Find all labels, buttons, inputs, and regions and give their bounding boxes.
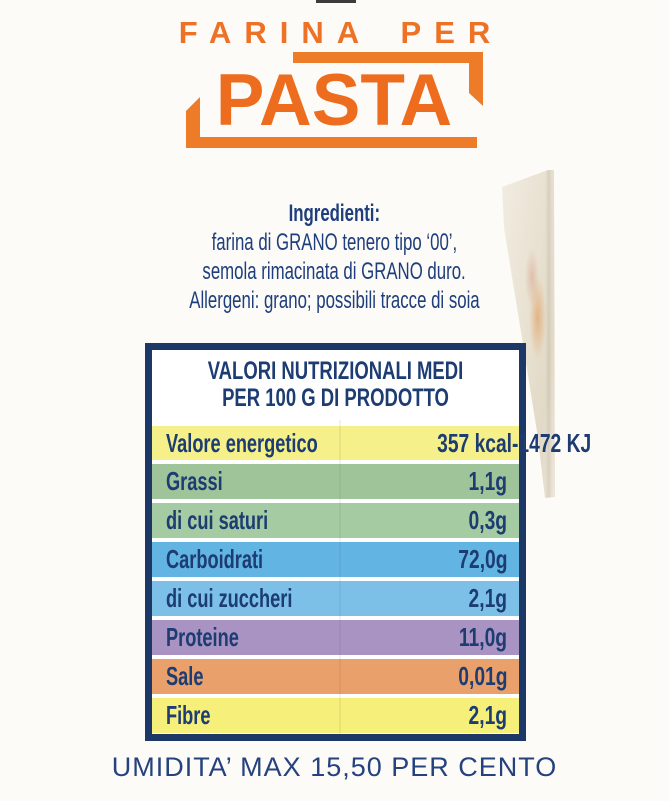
row-value: 2,1g: [468, 700, 507, 730]
row-label: Carboidrati: [166, 544, 264, 574]
nutrition-row-sugars: di cui zuccheri 2,1g: [152, 581, 519, 616]
row-value: 72,0g: [457, 544, 507, 574]
paper-crease: [339, 420, 341, 736]
row-value: 0,01g: [457, 661, 507, 691]
nutrition-row-carbohydrates: Carboidrati 72,0g: [152, 542, 519, 577]
row-label: Grassi: [166, 466, 223, 496]
row-value: 357 kcal-1472 KJ: [436, 427, 591, 458]
nutrition-row-protein: Proteine 11,0g: [152, 620, 519, 655]
nutrition-table: VALORI NUTRIZIONALI MEDI PER 100 G DI PR…: [145, 343, 591, 741]
row-value: 1,1g: [468, 466, 507, 496]
nutrition-row-energy: Valore energetico 357 kcal-1472 KJ: [152, 426, 591, 460]
ingredients-line: semola rimacinata di GRANO duro.: [202, 258, 467, 285]
row-value: 0,3g: [468, 505, 507, 535]
nutrition-row-salt: Sale 0,01g: [152, 659, 519, 694]
row-label: di cui saturi: [166, 505, 269, 535]
ingredients-line: farina di GRANO tenero tipo ‘00’,: [211, 229, 458, 256]
ingredients-block: Ingredienti: farina di GRANO tenero tipo…: [0, 199, 669, 315]
row-label: Proteine: [166, 622, 239, 652]
row-label: Fibre: [166, 700, 211, 730]
ingredients-line: Allergeni: grano; possibili tracce di so…: [189, 287, 480, 314]
row-label: Valore energetico: [166, 427, 318, 458]
scan-edge-mark: [316, 0, 356, 3]
row-value: 11,0g: [458, 622, 507, 652]
brand-farina-per: FARINA PER: [178, 15, 504, 50]
nutrition-table-title-line1: VALORI NUTRIZIONALI MEDI: [207, 357, 464, 385]
brand-pasta: PASTA: [215, 60, 453, 141]
row-label: Sale: [166, 661, 204, 691]
nutrition-table-title-line2: PER 100 G DI PRODOTTO: [222, 384, 449, 412]
nutrition-table-header: VALORI NUTRIZIONALI MEDI PER 100 G DI PR…: [152, 350, 519, 426]
humidity-note: UMIDITA’ MAX 15,50 PER CENTO: [111, 752, 558, 782]
nutrition-row-fat: Grassi 1,1g: [152, 464, 519, 499]
row-label: di cui zuccheri: [166, 583, 293, 613]
nutrition-row-saturates: di cui saturi 0,3g: [152, 503, 519, 538]
ingredients-title: Ingredienti:: [288, 200, 381, 227]
nutrition-row-fibre: Fibre 2,1g: [152, 698, 519, 733]
row-value: 2,1g: [468, 583, 507, 613]
